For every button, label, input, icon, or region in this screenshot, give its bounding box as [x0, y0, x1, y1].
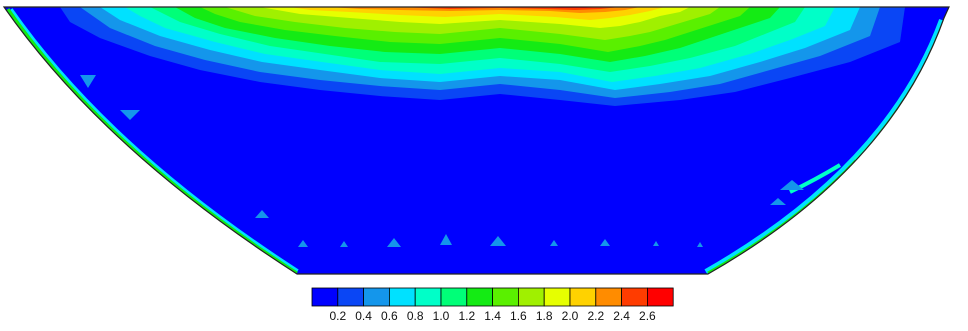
- legend-tick-label: 2.0: [562, 309, 579, 323]
- legend-tick-label: 1.8: [536, 309, 553, 323]
- legend-tick-label: 1.4: [484, 309, 501, 323]
- legend-swatch: [440, 287, 468, 307]
- legend-swatch: [388, 287, 416, 307]
- legend-swatch: [311, 287, 339, 307]
- bottom-artifacts: [80, 75, 804, 247]
- legend-tick-label: 2.4: [613, 309, 630, 323]
- legend-tick-label: 0.2: [329, 309, 346, 323]
- legend-tick-label: 1.6: [510, 309, 527, 323]
- legend-swatch: [647, 287, 674, 307]
- legend-tick-label: 2.2: [587, 309, 604, 323]
- domain-outline: [2, 6, 950, 275]
- legend-swatch: [492, 287, 519, 307]
- legend-swatch: [569, 287, 597, 307]
- legend-tick-label: 1.0: [433, 309, 450, 323]
- color-legend: 0.2 0.4 0.6 0.8 1.0 1.2 1.4 1.6 1.8 2.0 2.2 2.4 2.6: [311, 287, 674, 323]
- legend-tick-label: 2.6: [639, 309, 656, 323]
- legend-tick-label: 0.4: [355, 309, 372, 323]
- legend-tick-label: 0.6: [381, 309, 398, 323]
- legend-swatch: [337, 287, 364, 307]
- legend-swatch: [414, 287, 442, 307]
- left-wall-inner-layer: [6, 8, 298, 274]
- legend-swatch: [543, 287, 571, 307]
- legend-tick-label: 1.2: [458, 309, 475, 323]
- legend-swatch: [518, 287, 545, 307]
- legend-swatch: [595, 287, 622, 307]
- legend-swatch: [363, 287, 390, 307]
- legend-swatch: [466, 287, 493, 307]
- legend-swatch: [621, 287, 648, 307]
- legend-tick-label: 0.8: [407, 309, 424, 323]
